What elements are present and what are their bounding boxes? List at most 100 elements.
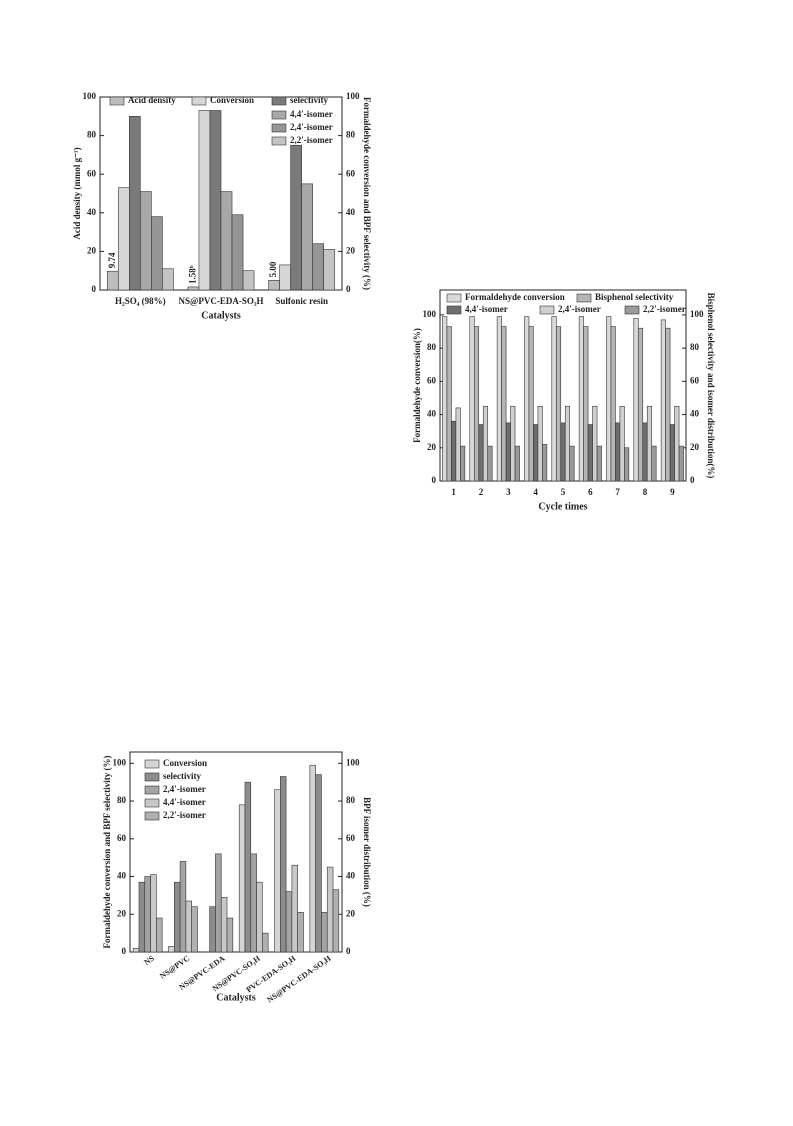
x-tick-label: 5 (561, 487, 566, 497)
legend-label: 2,4′-isomer (558, 304, 601, 314)
y2-tick-label: 80 (690, 342, 700, 352)
y-tick-label: 60 (427, 375, 437, 385)
bar (637, 327, 644, 482)
bar (162, 268, 174, 291)
y-tick-label: 40 (87, 207, 97, 217)
y-tick-label: 0 (432, 475, 437, 485)
bar (564, 405, 571, 482)
x-tick-label: 4 (533, 487, 538, 497)
y-axis-label: Formaldehyde conversion(%) (412, 328, 422, 443)
y-tick-label: 0 (122, 946, 127, 956)
bar (106, 270, 119, 291)
legend-label: 2,2′-isomer (643, 304, 686, 314)
bar (332, 889, 340, 953)
bar (606, 316, 612, 482)
bar (514, 445, 520, 482)
bar (674, 405, 680, 482)
legend-label: 2,4′-isomer (163, 784, 206, 794)
bar (528, 326, 534, 482)
bar (274, 789, 281, 953)
bar (132, 947, 140, 953)
x-tick-label: NS@PVC-EDA-SO₃H (178, 296, 263, 306)
bar (473, 326, 480, 482)
x-tick-label: 3 (506, 487, 511, 497)
bar (669, 424, 675, 482)
legend-swatch (191, 96, 207, 106)
bar (537, 405, 543, 482)
legend-swatch (144, 785, 160, 795)
y-tick-label: 40 (117, 871, 127, 881)
bar (505, 422, 511, 482)
legend-swatch (144, 811, 160, 821)
bar (442, 316, 448, 482)
bar (524, 316, 530, 482)
legend-swatch (144, 798, 160, 808)
x-axis-label: Catalysts (216, 992, 256, 1003)
bar (151, 216, 163, 291)
bar (633, 317, 639, 482)
bar (651, 445, 657, 482)
bar (555, 326, 562, 482)
y-tick-label: 100 (423, 309, 437, 319)
bar (478, 424, 484, 482)
x-tick-label: 1 (451, 487, 456, 497)
legend-label: 4,4′-isomer (290, 109, 333, 119)
legend-label: 4,4′-isomer (163, 797, 206, 807)
bar (321, 912, 328, 953)
bar (665, 327, 671, 482)
y-tick-label: 80 (427, 342, 437, 352)
legend-label: 4,4′-isomer (465, 304, 508, 314)
bar (533, 424, 539, 482)
bar (460, 445, 466, 482)
legend-swatch (271, 110, 287, 120)
bar (174, 881, 181, 953)
bar (256, 881, 263, 953)
bar (231, 214, 244, 291)
y2-axis-label: BPF isomer distribution (%) (362, 797, 372, 907)
bar (660, 319, 666, 482)
legend-label: Conversion (163, 758, 207, 768)
bar (191, 906, 198, 953)
bar (244, 781, 252, 953)
bar (168, 946, 175, 953)
y-tick-label: 100 (113, 757, 127, 767)
legend-swatch (271, 96, 287, 106)
bar (496, 316, 502, 482)
bar (487, 445, 493, 482)
y-axis-label: Acid density (mmol g⁻¹) (72, 147, 82, 239)
y2-tick-label: 60 (690, 375, 700, 385)
legend-label: Bisphenol selectivity (595, 292, 674, 302)
bar (297, 912, 304, 953)
bar (250, 853, 257, 953)
bar (268, 280, 280, 291)
y2-tick-label: 40 (346, 871, 356, 881)
bar (226, 917, 234, 953)
legend-swatch (144, 759, 160, 769)
bar (446, 326, 452, 482)
y2-tick-label: 40 (346, 207, 356, 217)
bar (290, 144, 302, 291)
bar (238, 804, 246, 953)
bar (455, 407, 461, 482)
legend-swatch (446, 293, 462, 303)
bar (280, 776, 287, 953)
bar (140, 191, 152, 291)
x-tick-label: 2 (479, 487, 484, 497)
y-tick-label: 80 (117, 795, 127, 805)
bar (215, 853, 222, 953)
y2-axis-label: Formaldehyde conversion and BPF selectiv… (362, 97, 372, 290)
bar (138, 881, 146, 953)
y-tick-label: 60 (117, 833, 127, 843)
bar (129, 116, 141, 291)
y-tick-label: 20 (87, 245, 97, 255)
bar (569, 445, 575, 482)
bar (315, 774, 322, 953)
x-tick-label: H₂SO₄ (98%) (115, 296, 166, 306)
x-axis-label: Catalysts (201, 310, 241, 321)
y-tick-label: 40 (427, 409, 437, 419)
bar (624, 447, 630, 482)
y-axis-label: Formaldehyde conversion and BPF selectiv… (102, 756, 112, 949)
value-label: 1.58ᵇ (188, 265, 198, 284)
y-tick-label: 80 (87, 130, 97, 140)
